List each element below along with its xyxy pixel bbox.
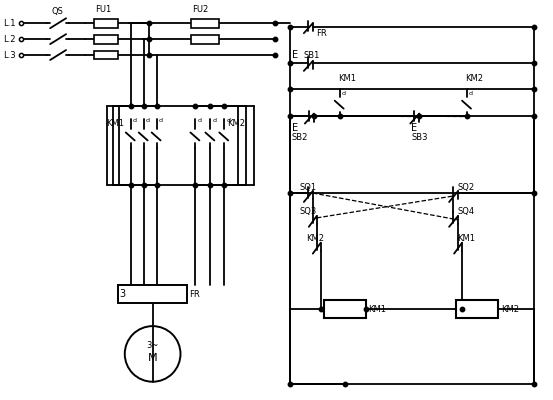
Text: KM1: KM1 [368, 305, 387, 314]
Text: KM2: KM2 [501, 305, 519, 314]
Text: FR: FR [316, 29, 327, 38]
Text: SB1: SB1 [304, 50, 320, 60]
Text: d: d [159, 118, 163, 123]
Text: KM2: KM2 [306, 234, 324, 243]
Text: FU2: FU2 [192, 5, 208, 14]
Bar [456, 300, 498, 318]
Text: L.1: L.1 [3, 19, 16, 28]
Text: SQ3: SQ3 [300, 208, 317, 216]
Text: E: E [292, 50, 298, 60]
Text: d: d [342, 91, 346, 96]
Text: FR: FR [190, 290, 200, 299]
Text: 3~: 3~ [147, 342, 159, 350]
Text: E: E [411, 122, 418, 132]
Text: SQ2: SQ2 [457, 182, 474, 192]
Text: SQ1: SQ1 [300, 182, 317, 192]
Text: d: d [469, 91, 473, 96]
Text: d: d [197, 118, 201, 123]
Text: KM1: KM1 [338, 74, 356, 83]
Text: d: d [212, 118, 216, 123]
Bar [94, 19, 118, 28]
Text: SB2: SB2 [292, 133, 308, 142]
Text: KM1: KM1 [106, 119, 124, 128]
Bar [191, 19, 220, 28]
Text: L.3: L.3 [3, 50, 16, 60]
Bar [324, 300, 366, 318]
Bar [118, 286, 187, 303]
Text: SQ4: SQ4 [457, 208, 474, 216]
Text: L.2: L.2 [3, 35, 16, 44]
Bar [94, 35, 118, 44]
Text: QS: QS [51, 7, 63, 16]
Text: FU1: FU1 [95, 5, 111, 14]
Bar [94, 50, 118, 60]
Text: d: d [226, 118, 230, 123]
Bar [191, 35, 220, 44]
Text: M: M [148, 353, 158, 363]
Text: KM2: KM2 [227, 119, 245, 128]
Text: d: d [145, 118, 150, 123]
Text: d: d [133, 118, 137, 123]
Text: SB3: SB3 [411, 133, 428, 142]
Text: E: E [292, 122, 298, 132]
Text: 3: 3 [120, 289, 126, 299]
Text: KM1: KM1 [457, 234, 475, 243]
Text: KM2: KM2 [465, 74, 483, 83]
